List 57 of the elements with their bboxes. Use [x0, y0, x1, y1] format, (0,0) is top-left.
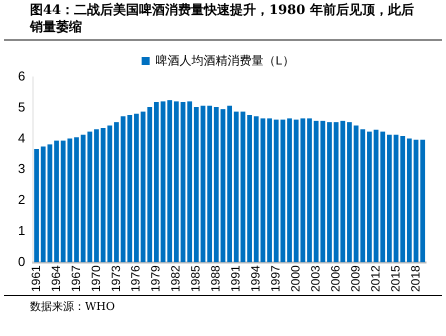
bar [107, 125, 112, 262]
bar [320, 120, 326, 262]
source-note: 数据来源：WHO [4, 295, 442, 317]
x-tick-label: 1973 [108, 264, 123, 292]
y-tick-label: 3 [18, 161, 26, 176]
y-tick-label: 6 [18, 68, 26, 84]
x-tick-label: 1964 [48, 264, 63, 292]
bar [167, 100, 172, 262]
x-tick-label: 1967 [68, 264, 83, 292]
bar [187, 101, 192, 262]
x-tick-label: 2018 [408, 264, 422, 292]
bar [127, 114, 132, 262]
x-tick-label: 1976 [128, 264, 143, 292]
bar [380, 132, 386, 262]
x-tick-label: 1961 [28, 264, 43, 292]
bar [314, 120, 319, 262]
x-tick-label: 2015 [388, 264, 402, 292]
x-tick-label: 1991 [228, 264, 243, 292]
y-tick-label: 4 [18, 130, 26, 146]
x-tick-label: 2006 [328, 264, 342, 292]
bar [234, 112, 239, 262]
y-tick-label: 2 [18, 192, 26, 208]
x-tick-label: 1985 [188, 264, 203, 292]
x-tick-label: 1988 [208, 264, 223, 292]
x-tick-label: 2009 [348, 264, 362, 292]
bar [274, 120, 279, 262]
bar [147, 106, 152, 262]
bar [214, 106, 219, 262]
bar [420, 140, 426, 262]
bar [340, 120, 346, 262]
bar [74, 137, 79, 262]
bar [67, 138, 72, 262]
bar [400, 136, 406, 262]
bar [294, 120, 299, 262]
bar [80, 134, 86, 262]
bar [87, 132, 92, 262]
bar [34, 148, 39, 262]
x-tick-label: 1982 [168, 264, 183, 292]
x-tick-label: 2000 [288, 264, 302, 292]
bar [194, 106, 199, 262]
bar [40, 146, 46, 262]
y-tick-label: 0 [18, 254, 26, 269]
chart-title: 图44：二战后美国啤酒消费量快速提升，1980 年前后见顶，此后销量萎缩 [4, 0, 442, 41]
x-tick-label: 1994 [248, 264, 263, 292]
bar [307, 118, 312, 262]
x-tick-label: 1997 [268, 264, 283, 292]
x-tick-label: 1979 [148, 264, 163, 292]
bar [300, 118, 306, 262]
y-tick-label: 1 [18, 223, 26, 238]
y-tick-label: 5 [18, 99, 26, 114]
x-tick-label: 2012 [368, 264, 382, 292]
bar [254, 116, 259, 262]
x-tick-label: 1970 [88, 264, 103, 292]
legend-label: 啤酒人均酒精消费量（L） [156, 53, 294, 68]
bar [60, 140, 66, 262]
x-tick-label: 2003 [308, 264, 322, 292]
bar [360, 129, 366, 262]
